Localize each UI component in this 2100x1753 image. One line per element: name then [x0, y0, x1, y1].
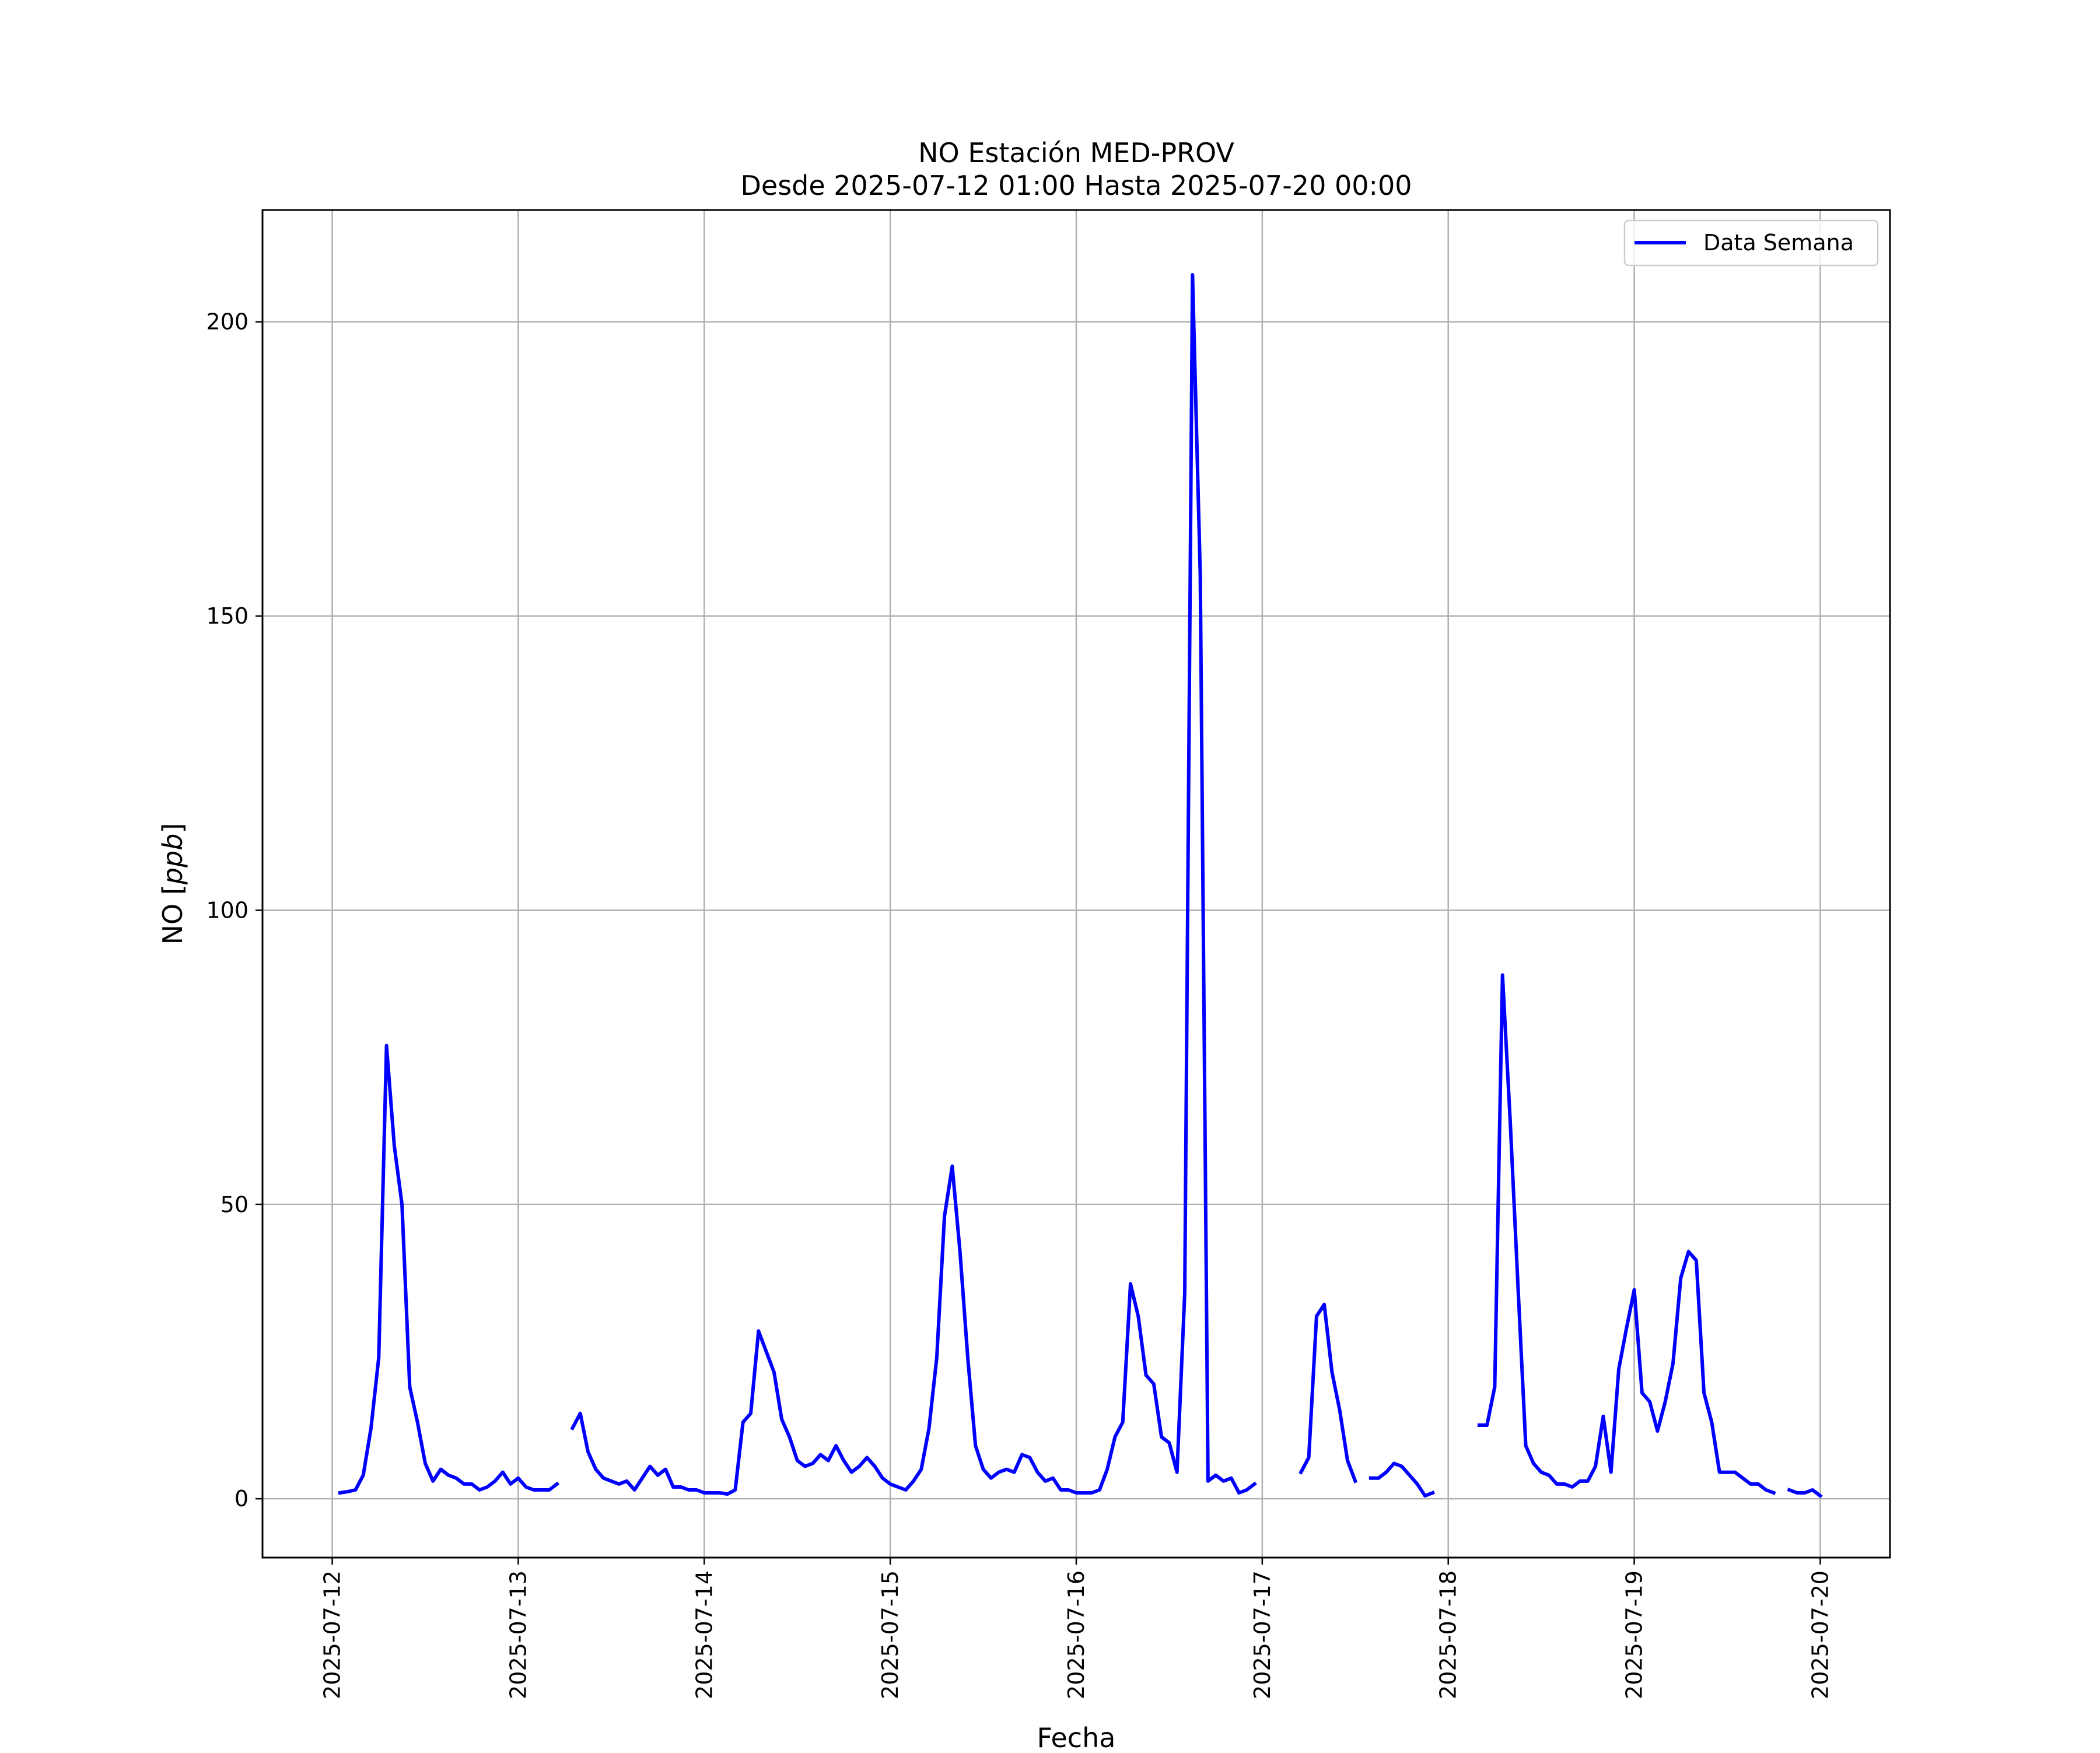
x-tick-label: 2025-07-12 — [320, 1570, 345, 1699]
y-axis-label-unit: ppb — [157, 834, 188, 886]
y-tick-label: 0 — [235, 1486, 249, 1511]
y-axis-label: NO [ppb] — [157, 823, 188, 945]
series-layer — [338, 273, 1823, 1499]
x-axis-label: Fecha — [1037, 1722, 1116, 1750]
x-tick-label: 2025-07-17 — [1250, 1570, 1275, 1699]
y-tick-label: 150 — [206, 603, 249, 629]
y-axis-label-close: ] — [157, 823, 188, 834]
chart-title: NO Estación MED-PROV — [918, 137, 1234, 169]
legend: Data Semana — [1623, 219, 1879, 267]
x-tick-label: 2025-07-15 — [877, 1570, 903, 1699]
legend-box — [1623, 219, 1879, 267]
x-tick-label: 2025-07-19 — [1622, 1570, 1647, 1699]
x-tick-label: 2025-07-16 — [1063, 1570, 1089, 1699]
x-tick-label: 2025-07-14 — [691, 1570, 717, 1699]
grid-lines — [262, 210, 1890, 1558]
y-tick-label: 100 — [206, 897, 249, 923]
axis-ticks: 2025-07-12 2025-07-13 2025-07-14 2025-07-15… — [206, 309, 1833, 1699]
y-tick-label: 200 — [206, 309, 249, 335]
x-tick-label: 2025-07-18 — [1436, 1570, 1461, 1699]
series-line-data-semana — [338, 273, 1823, 1499]
y-axis-label-main: NO [ — [157, 884, 188, 944]
legend-label-data-semana: Data Semana — [1703, 230, 1854, 256]
chart-subtitle: Desde 2025-07-12 01:00 Hasta 2025-07-20 … — [740, 170, 1412, 201]
x-tick-label: 2025-07-13 — [505, 1570, 531, 1699]
y-tick-label: 50 — [220, 1192, 249, 1217]
x-tick-label: 2025-07-20 — [1807, 1570, 1833, 1699]
